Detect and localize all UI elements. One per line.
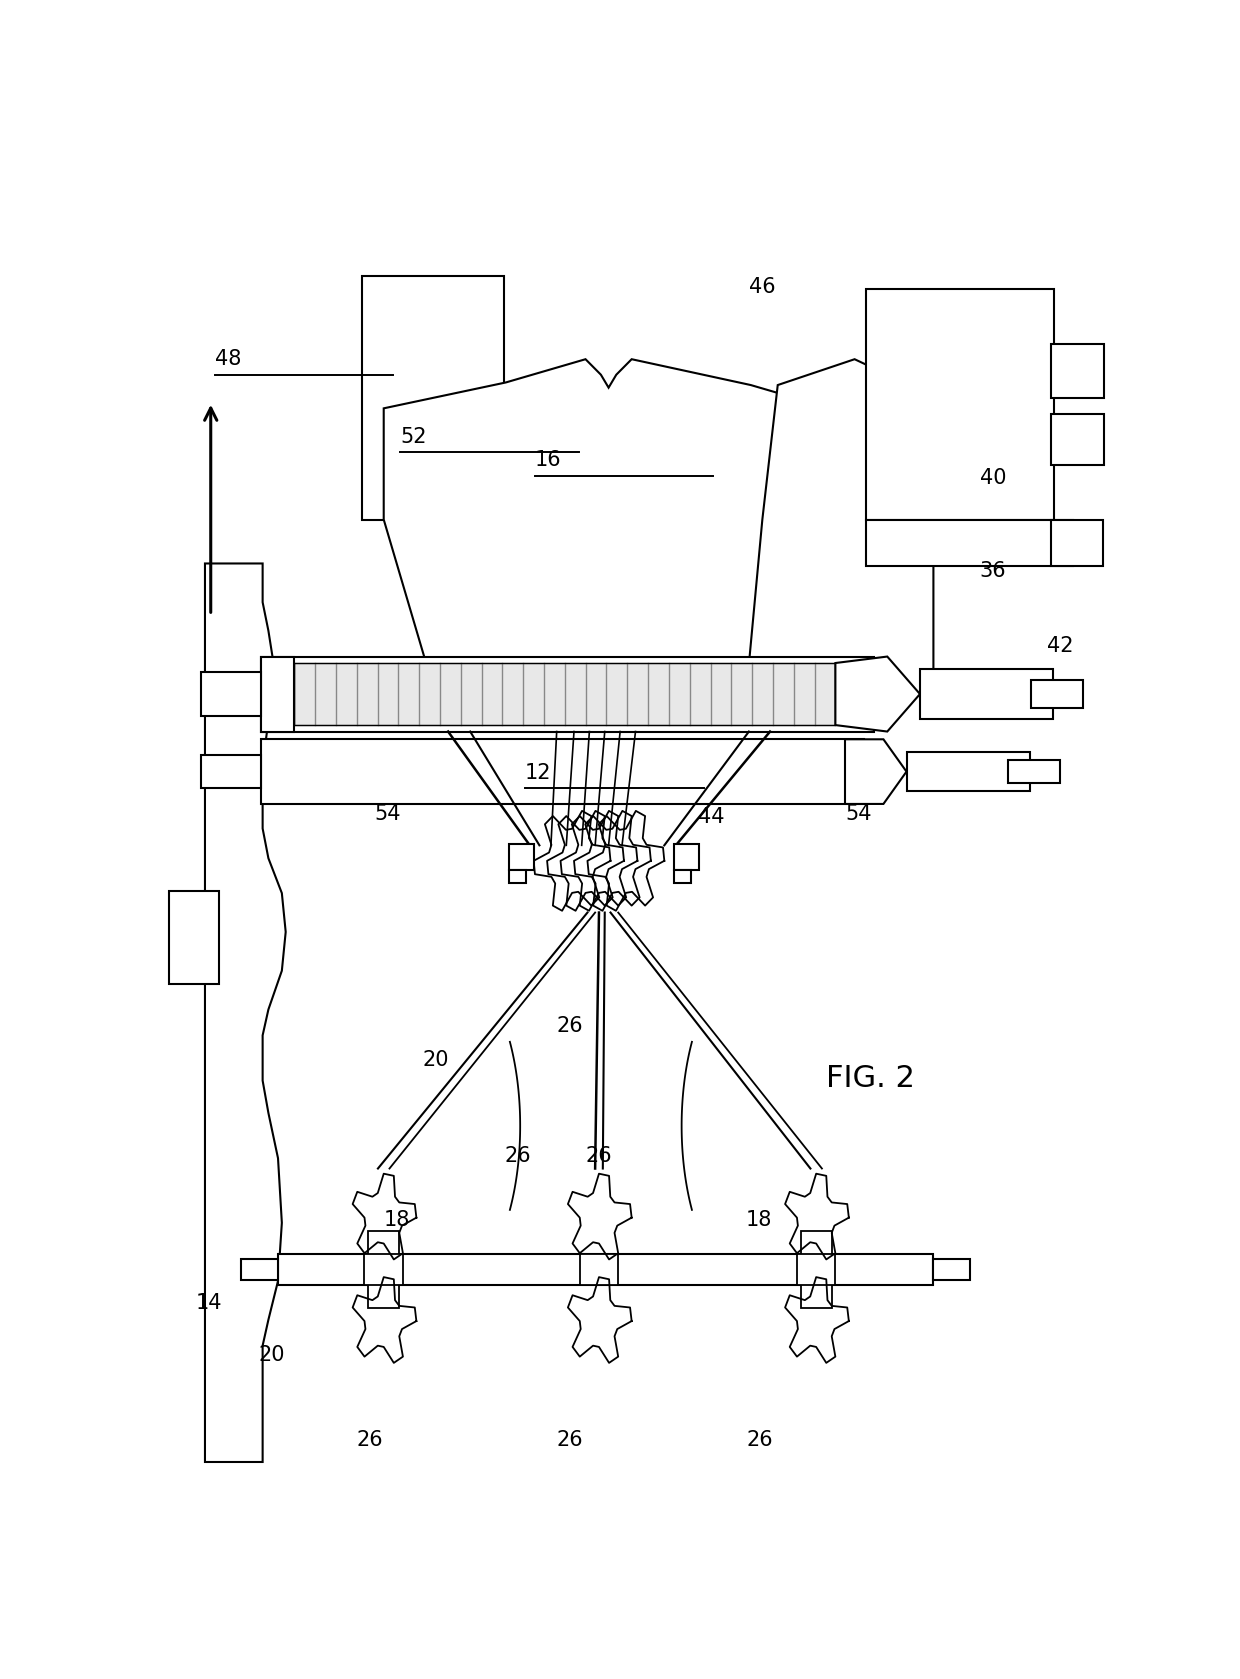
Bar <box>362 277 503 519</box>
Bar <box>906 752 1029 791</box>
Bar <box>201 672 260 715</box>
Bar <box>934 1259 970 1279</box>
Text: 26: 26 <box>746 1431 773 1451</box>
Text: 20: 20 <box>259 1345 285 1365</box>
Polygon shape <box>844 739 906 804</box>
Bar <box>675 845 699 870</box>
Text: 54: 54 <box>374 804 401 824</box>
Text: 16: 16 <box>534 450 562 470</box>
Text: 26: 26 <box>505 1145 532 1165</box>
Bar <box>920 670 1053 719</box>
Bar <box>260 656 874 732</box>
Text: 18: 18 <box>746 1211 773 1231</box>
Text: 26: 26 <box>557 1431 583 1451</box>
Text: 26: 26 <box>357 1431 383 1451</box>
Text: 42: 42 <box>1047 636 1074 656</box>
Bar <box>1050 519 1102 566</box>
Text: 18: 18 <box>383 1211 410 1231</box>
Text: 20: 20 <box>422 1049 449 1070</box>
Bar <box>797 1254 836 1284</box>
Bar <box>368 1231 399 1308</box>
Bar <box>278 1254 934 1284</box>
Text: 46: 46 <box>749 277 775 297</box>
Bar <box>242 1259 278 1279</box>
Text: 48: 48 <box>215 349 241 369</box>
Bar <box>508 845 533 870</box>
Bar <box>260 656 294 732</box>
Text: 40: 40 <box>980 468 1006 489</box>
Bar <box>365 1254 403 1284</box>
Text: 36: 36 <box>980 561 1006 581</box>
Bar <box>1032 680 1084 709</box>
Bar <box>170 890 219 984</box>
Text: FIG. 2: FIG. 2 <box>826 1063 915 1093</box>
Polygon shape <box>383 359 839 695</box>
Polygon shape <box>205 564 285 1462</box>
Bar <box>201 756 260 789</box>
Bar <box>675 870 691 883</box>
Bar <box>260 739 864 804</box>
Text: 52: 52 <box>401 426 427 447</box>
Text: 26: 26 <box>557 1016 583 1036</box>
Text: 12: 12 <box>525 762 552 782</box>
Bar <box>508 870 526 883</box>
Text: 54: 54 <box>844 804 872 824</box>
Bar <box>1008 761 1060 782</box>
Bar <box>1050 413 1104 465</box>
Polygon shape <box>836 656 920 732</box>
Bar <box>580 1254 619 1284</box>
Text: 14: 14 <box>196 1293 222 1313</box>
Bar <box>1050 344 1104 398</box>
Bar <box>294 663 836 725</box>
Bar <box>866 519 1073 566</box>
Polygon shape <box>746 359 934 695</box>
Bar <box>294 663 836 725</box>
Bar <box>866 289 1054 519</box>
Text: 44: 44 <box>698 808 724 826</box>
Bar <box>801 1231 832 1308</box>
Text: 26: 26 <box>585 1145 613 1165</box>
